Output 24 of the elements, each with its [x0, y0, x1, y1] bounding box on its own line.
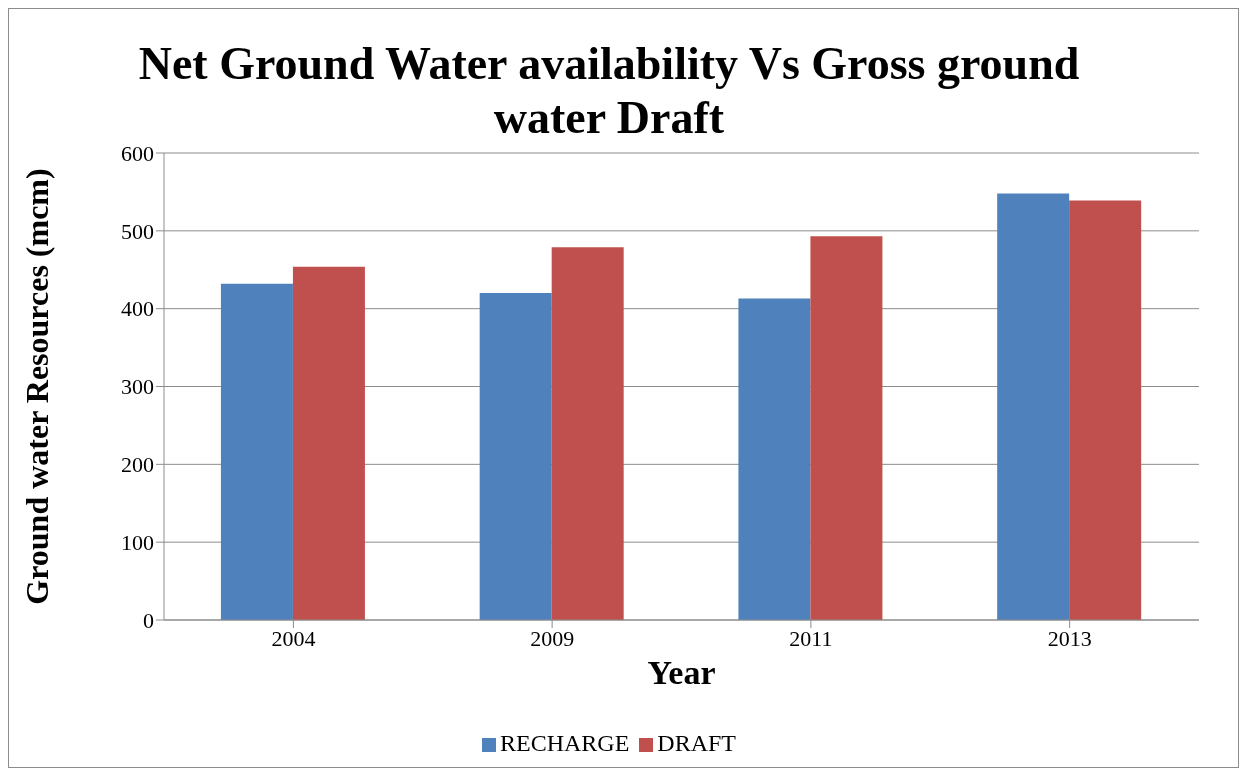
x-axis-title: Year: [647, 654, 716, 691]
y-tick-label: 600: [121, 140, 154, 166]
legend-label: RECHARGE: [499, 730, 630, 756]
y-tick-label: 0: [143, 607, 154, 633]
x-tick-label: 2013: [1047, 625, 1092, 651]
x-tick-label: 2004: [271, 625, 316, 651]
legend-label: DRAFT: [657, 730, 737, 756]
x-tick-label: 2009: [530, 625, 575, 651]
bar: [551, 247, 624, 620]
bar: [1069, 200, 1142, 620]
bar: [997, 193, 1070, 620]
y-tick-label: 400: [121, 296, 154, 322]
bar: [292, 266, 365, 620]
y-tick-label: 200: [121, 452, 154, 478]
bar: [220, 283, 293, 620]
y-tick-label: 100: [121, 529, 154, 555]
bar: [479, 293, 552, 620]
y-axis-title: Ground water Resources (mcm): [19, 168, 56, 605]
bar: [810, 236, 883, 620]
x-tick-label: 2011: [789, 625, 833, 651]
y-tick-label: 300: [121, 374, 154, 400]
chart-title: Net Ground Water availability Vs Gross ground water Draft: [138, 38, 1080, 143]
bar: [738, 298, 811, 620]
y-tick-label: 500: [121, 218, 154, 244]
